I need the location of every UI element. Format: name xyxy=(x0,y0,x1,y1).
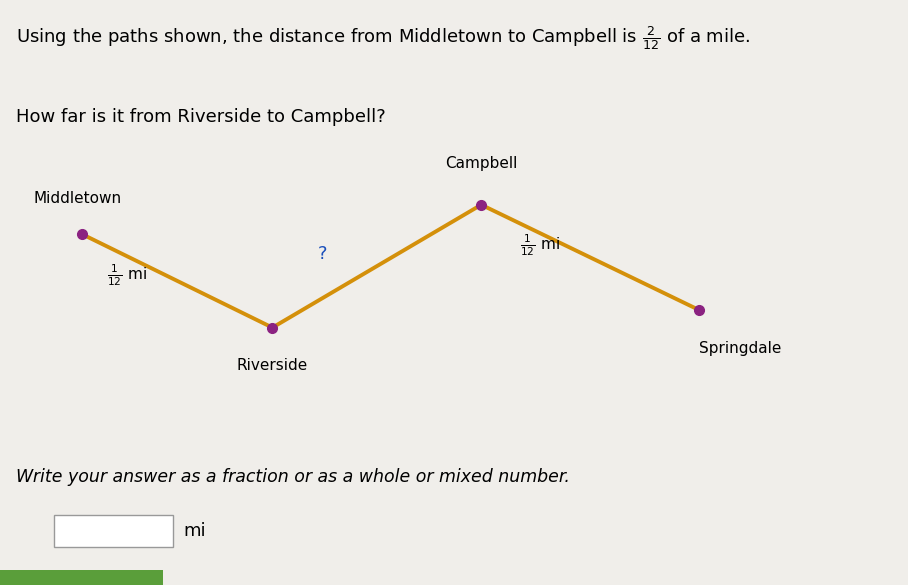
Text: Write your answer as a fraction or as a whole or mixed number.: Write your answer as a fraction or as a … xyxy=(16,468,570,486)
Text: Using the paths shown, the distance from Middletown to Campbell is $\frac{2}{12}: Using the paths shown, the distance from… xyxy=(16,24,751,52)
Text: ?: ? xyxy=(318,246,327,263)
FancyBboxPatch shape xyxy=(54,515,173,547)
Text: Middletown: Middletown xyxy=(33,191,122,207)
Text: mi: mi xyxy=(183,522,206,540)
Text: $\frac{1}{12}$ mi: $\frac{1}{12}$ mi xyxy=(520,233,560,259)
Text: Springdale: Springdale xyxy=(699,340,781,356)
Text: Campbell: Campbell xyxy=(445,156,518,171)
FancyBboxPatch shape xyxy=(0,570,163,585)
Text: $\frac{1}{12}$ mi: $\frac{1}{12}$ mi xyxy=(107,262,147,288)
Text: How far is it from Riverside to Campbell?: How far is it from Riverside to Campbell… xyxy=(16,108,386,126)
Text: Riverside: Riverside xyxy=(237,358,308,373)
